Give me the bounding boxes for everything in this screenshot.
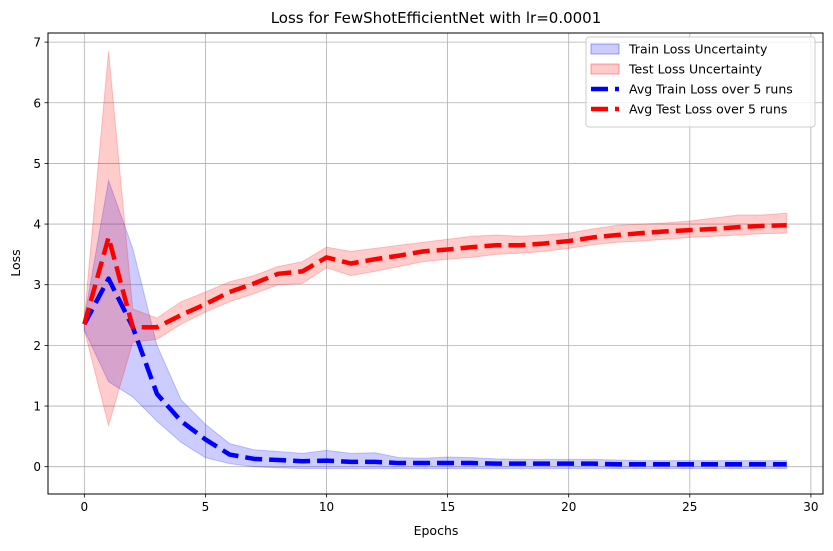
- y-tick-label: 3: [33, 278, 41, 292]
- test-uncertainty-band: [83, 51, 788, 428]
- y-tick-label: 7: [33, 36, 41, 50]
- y-axis-ticks: 0 1 2 3 4 5 6 7: [33, 36, 48, 474]
- grid: [48, 33, 823, 494]
- y-tick-label: 5: [33, 157, 41, 171]
- legend-label: Train Loss Uncertainty: [628, 42, 768, 57]
- y-tick-label: 6: [33, 96, 41, 110]
- y-tick-label: 1: [33, 400, 41, 414]
- y-tick-label: 2: [33, 339, 41, 353]
- train-loss-line: [82, 276, 787, 467]
- x-tick-label: 30: [803, 500, 818, 514]
- legend-label: Avg Test Loss over 5 runs: [629, 102, 787, 117]
- x-tick-label: 25: [682, 500, 697, 514]
- legend-box: [585, 36, 816, 128]
- series-lines: [82, 223, 787, 467]
- x-tick-label: 5: [202, 500, 210, 514]
- legend-label: Avg Train Loss over 5 runs: [629, 82, 793, 97]
- uncertainty-bands: [83, 51, 788, 470]
- legend-swatch: [590, 43, 620, 55]
- x-tick-label: 20: [561, 500, 576, 514]
- plot-frame: [47, 32, 824, 495]
- x-tick-label: 15: [440, 500, 455, 514]
- legend-swatch: [590, 63, 620, 75]
- x-axis-label: Epochs: [414, 523, 459, 538]
- y-tick-label: 0: [33, 460, 41, 474]
- y-tick-label: 4: [33, 218, 41, 232]
- x-tick-label: 0: [81, 500, 89, 514]
- train-uncertainty-band: [83, 178, 788, 470]
- x-tick-label: 10: [319, 500, 334, 514]
- legend-label: Test Loss Uncertainty: [628, 62, 763, 77]
- legend: Train Loss Uncertainty Test Loss Uncertai…: [585, 36, 816, 128]
- test-loss-line: [82, 223, 787, 330]
- chart-title: Loss for FewShotEfficientNet with lr=0.0…: [271, 9, 602, 27]
- y-axis-label: Loss: [8, 249, 23, 276]
- x-axis-ticks: 0 5 10 15 20 25 30: [81, 494, 819, 514]
